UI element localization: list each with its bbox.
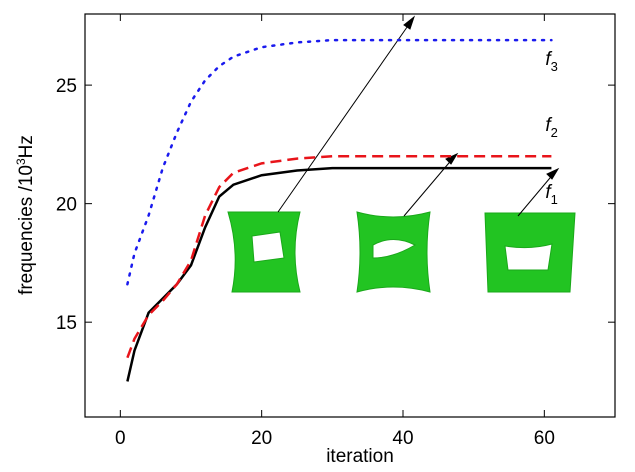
chart: iteration frequencies /103Hz 02040601520… (0, 0, 635, 467)
series-label: f3 (545, 49, 558, 74)
series-label: f2 (545, 115, 558, 140)
y-label-unit: Hz (16, 135, 37, 158)
series-label-sub: 2 (551, 125, 558, 140)
y-tick-label: 25 (56, 76, 77, 97)
x-axis-label: iteration (326, 446, 394, 467)
x-tick-label: 40 (392, 428, 413, 449)
y-axis-label: frequencies /103Hz (14, 135, 37, 295)
y-tick-label: 20 (56, 195, 77, 216)
x-tick-label: 20 (251, 428, 272, 449)
y-label-text: frequencies /10 (16, 165, 37, 295)
series-label: f1 (545, 182, 558, 207)
y-tick-label: 15 (56, 313, 77, 334)
series-label-sub: 3 (551, 59, 558, 74)
mode-shapes (228, 212, 575, 292)
x-tick-label: 0 (115, 428, 126, 449)
arrows (278, 17, 558, 216)
series-label-sub: 1 (551, 192, 558, 207)
x-tick-label: 60 (534, 428, 555, 449)
